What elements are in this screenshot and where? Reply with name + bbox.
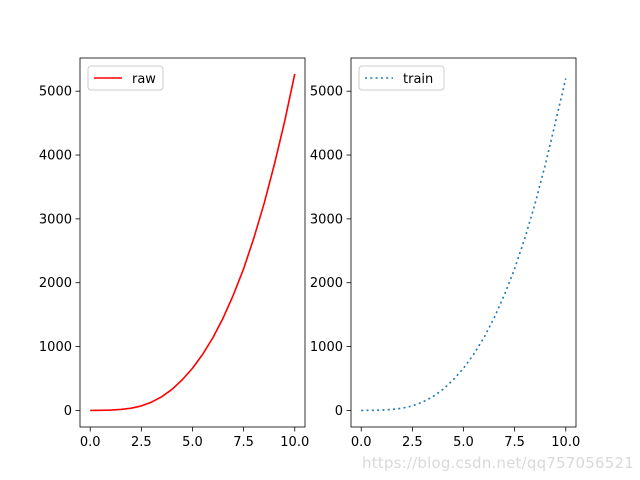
left-x-tick-label: 0.0: [80, 435, 101, 450]
right-x-tick-label: 10.0: [551, 435, 580, 450]
right-y-tick-label: 0: [335, 404, 343, 419]
right-y-tick-label: 4000: [310, 149, 343, 164]
left-y-tick-label: 2000: [39, 276, 72, 291]
left-x-tick-label: 10.0: [280, 435, 309, 450]
left-series-line-raw: [90, 73, 296, 412]
right-x-tick-label: 7.5: [504, 435, 525, 450]
left-y-tick-label: 1000: [39, 340, 72, 355]
right-y-tick-label: 3000: [310, 212, 343, 227]
right-axes-frame: [350, 57, 577, 428]
left-axes-frame: [79, 57, 306, 428]
right-y-tick-label: 5000: [310, 85, 343, 100]
left-legend-box: [87, 65, 164, 91]
right-legend-label: train: [403, 72, 433, 87]
right-x-tick-label: 2.5: [402, 435, 423, 450]
left-y-tick-label: 4000: [39, 149, 72, 164]
right-y-tick-label: 2000: [310, 276, 343, 291]
left-legend-label: raw: [132, 72, 156, 87]
watermark-text: https://blog.csdn.net/qq757056521: [362, 454, 634, 472]
left-x-tick-label: 2.5: [131, 435, 152, 450]
left-y-tick-label: 3000: [39, 212, 72, 227]
left-x-tick-label: 5.0: [182, 435, 203, 450]
left-y-tick-label: 0: [64, 404, 72, 419]
left-subplot: 0.0 2.5 5.0 7.5 10.0 0 1000 2000 3000 4000 5000 raw: [39, 57, 309, 450]
right-y-tick-label: 1000: [310, 340, 343, 355]
left-x-tick-label: 7.5: [233, 435, 254, 450]
left-y-tick-label: 5000: [39, 85, 72, 100]
right-subplot: 0.0 2.5 5.0 7.5 10.0 0 1000 2000 3000 4000 5000 tra…: [310, 57, 580, 450]
right-legend-box: [358, 65, 445, 91]
right-x-tick-label: 0.0: [351, 435, 372, 450]
right-x-tick-label: 5.0: [453, 435, 474, 450]
